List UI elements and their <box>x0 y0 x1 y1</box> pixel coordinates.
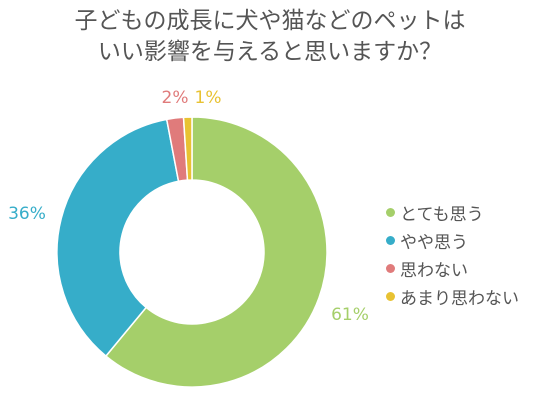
legend-dot-icon <box>386 235 395 245</box>
legend-item-1: とても思う <box>386 198 519 226</box>
data-label-3: 2% <box>162 88 189 108</box>
legend-label: あまり思わない <box>400 288 519 309</box>
legend-item-4: あまり思わない <box>386 282 519 310</box>
legend-dot-icon <box>386 207 395 217</box>
legend-item-3: 思わない <box>386 254 519 282</box>
chart-title: 子どもの成長に犬や猫などのペットは いい影響を与えると思いますか？ <box>0 6 540 68</box>
data-label-4: 1% <box>195 88 222 108</box>
chart-title-line-1: 子どもの成長に犬や猫などのペットは <box>74 8 466 34</box>
legend-item-2: やや思う <box>386 226 519 254</box>
legend-dot-icon <box>386 263 395 273</box>
chart-legend: とても思うやや思う思わないあまり思わない <box>386 198 519 310</box>
legend-label: とても思う <box>400 204 484 225</box>
pie-slice-4 <box>182 116 193 181</box>
legend-label: やや思う <box>400 232 468 253</box>
legend-label: 思わない <box>400 260 468 281</box>
data-label-1: 61% <box>331 305 369 325</box>
pie-slice-1 <box>104 116 328 388</box>
legend-dot-icon <box>386 291 395 301</box>
pie-slice-2 <box>56 118 180 358</box>
data-label-2: 36% <box>8 204 46 224</box>
chart-title-line-2: いい影響を与えると思いますか？ <box>97 39 443 65</box>
